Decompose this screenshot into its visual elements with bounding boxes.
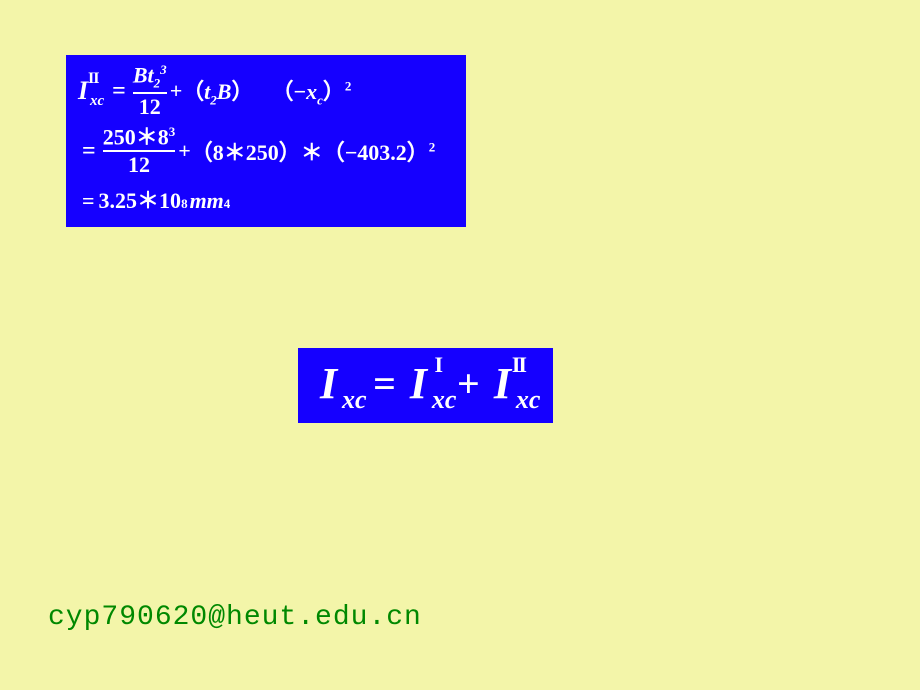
- frac1-num: Bt23: [133, 63, 167, 91]
- sum-eq: =: [373, 360, 396, 407]
- sum-lhs: I xc: [320, 358, 337, 409]
- equals-2: =: [82, 138, 96, 165]
- frac2-den: 12: [128, 153, 150, 177]
- formula-block-1: I II xc = Bt23 12 + （t2B） （−xc）2 = 250＊8…: [66, 55, 466, 227]
- symbol-ticks: II: [88, 70, 98, 88]
- formula1-line3: = 3.25＊108 mm4: [78, 183, 454, 219]
- plus-1: +: [170, 78, 183, 104]
- sum-term-2: I II xc: [494, 358, 511, 409]
- sum-plus: +: [457, 360, 480, 407]
- paren-group-2: （−xc）2: [272, 74, 352, 108]
- result-value: 3.25＊10: [99, 183, 182, 215]
- paren-group-1: （t2B）: [182, 74, 253, 108]
- plus-2: +: [178, 138, 191, 164]
- moment-symbol: I II xc: [78, 76, 88, 106]
- formula1-line1: I II xc = Bt23 12 + （t2B） （−xc）2: [78, 63, 454, 119]
- numeric-group: （8＊250）＊（−403.2）2: [191, 135, 436, 167]
- frac2-num: 250＊83: [103, 125, 176, 150]
- symbol-I: I: [78, 76, 88, 105]
- fraction-1: Bt23 12: [133, 63, 167, 119]
- formula1-line2: = 250＊83 12 + （8＊250）＊（−403.2）2: [78, 123, 454, 179]
- symbol-sub: xc: [90, 93, 104, 110]
- result-exp: 8: [181, 196, 188, 212]
- fraction-2: 250＊83 12: [103, 125, 176, 178]
- contact-email: cyp790620@heut.edu.cn: [48, 602, 422, 633]
- equals-3: =: [82, 188, 95, 214]
- result-unit-exp: 4: [224, 196, 231, 212]
- frac1-den: 12: [139, 95, 161, 119]
- equals: =: [112, 78, 126, 105]
- sum-term-1: I I xc: [410, 358, 427, 409]
- result-unit: mm: [190, 188, 224, 214]
- formula-block-2: I xc = I I xc + I II xc: [298, 348, 553, 423]
